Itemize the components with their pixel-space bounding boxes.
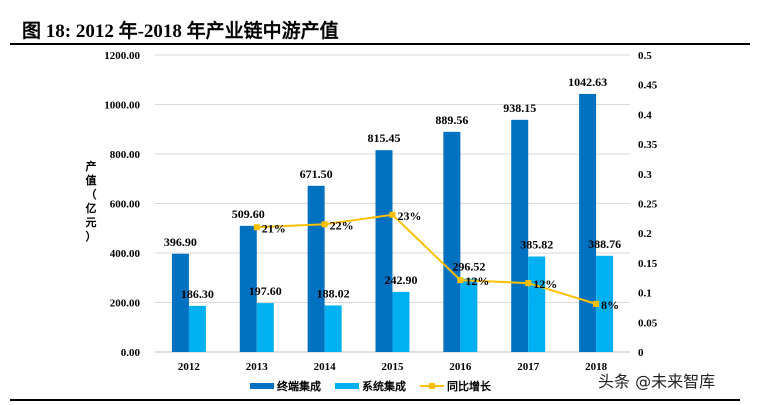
data-label: 197.60	[249, 284, 282, 298]
y-tick-label: 800.00	[110, 149, 141, 161]
data-label: 1042.63	[568, 75, 607, 89]
title-divider	[10, 43, 750, 45]
x-tick-label: 2017	[517, 361, 540, 373]
x-tick-label: 2015	[382, 361, 405, 373]
data-label: 889.56	[435, 113, 468, 127]
watermark: 头条 @未来智库	[598, 372, 716, 391]
bar-terminal-integration	[239, 225, 257, 352]
y2-tick-label: 0.3	[638, 169, 652, 181]
growth-label: 21%	[262, 221, 286, 235]
bar-system-integration	[256, 303, 274, 352]
x-tick-label: 2018	[585, 361, 608, 373]
bar-system-integration	[324, 305, 342, 352]
y2-tick-label: 0.4	[638, 109, 652, 121]
data-label: 671.50	[300, 167, 333, 181]
legend-label: 终端集成	[277, 379, 321, 393]
bar-terminal-integration	[375, 150, 393, 352]
bar-system-integration	[188, 305, 206, 352]
growth-label: 23%	[398, 209, 422, 223]
y-tick-label: 600.00	[110, 199, 141, 211]
legend-swatch	[335, 383, 359, 389]
data-label: 242.90	[385, 273, 418, 287]
bar-terminal-integration	[579, 93, 597, 353]
growth-point	[593, 300, 600, 307]
x-tick-label: 2014	[314, 361, 337, 373]
legend-label: 同比增长	[447, 379, 492, 393]
y2-tick-label: 0.45	[638, 80, 658, 92]
data-label: 186.30	[181, 287, 214, 301]
x-tick-label: 2013	[246, 361, 269, 373]
bar-terminal-integration	[511, 119, 529, 352]
y2-tick-label: 0.5	[638, 50, 652, 62]
y2-tick-label: 0.15	[638, 258, 658, 270]
data-label: 385.82	[520, 238, 553, 252]
figure-title: 图 18: 2012 年-2018 年产业链中游产值	[22, 21, 339, 42]
legend-marker	[429, 383, 435, 389]
growth-point	[457, 277, 464, 284]
bar-terminal-integration	[443, 131, 461, 352]
y-tick-label: 1000.00	[104, 100, 140, 112]
y2-tick-label: 0.25	[638, 199, 658, 211]
bar-terminal-integration	[307, 185, 325, 352]
data-label: 188.02	[317, 286, 350, 300]
bar-system-integration	[460, 278, 478, 352]
growth-point	[253, 224, 260, 231]
legend-swatch	[250, 383, 274, 389]
legend-label: 系统集成	[362, 379, 406, 393]
data-label: 815.45	[368, 131, 401, 145]
growth-label: 12%	[533, 277, 557, 291]
bar-terminal-integration	[171, 253, 189, 352]
data-label: 296.52	[452, 260, 485, 274]
growth-point	[525, 280, 532, 287]
x-tick-label: 2016	[449, 361, 472, 373]
y-tick-label: 200.00	[110, 298, 141, 310]
x-tick-label: 2012	[178, 361, 201, 373]
bar-system-integration	[528, 256, 546, 352]
y2-tick-label: 0.2	[638, 228, 652, 240]
data-label: 388.76	[588, 237, 621, 251]
y2-tick-label: 0.05	[638, 317, 658, 329]
data-label: 509.60	[232, 207, 265, 221]
y2-tick-label: 0.35	[638, 139, 658, 151]
y2-tick-label: 0	[638, 347, 644, 359]
bar-system-integration	[596, 255, 614, 352]
data-label: 938.15	[503, 101, 536, 115]
growth-point	[389, 211, 396, 218]
bottom-divider	[10, 399, 740, 401]
y-tick-label: 0.00	[121, 347, 141, 359]
y-tick-label: 1200.00	[104, 50, 140, 62]
y-tick-label: 400.00	[110, 248, 141, 260]
data-label: 396.90	[164, 235, 197, 249]
growth-line	[256, 213, 597, 305]
y-axis-label: 产值（亿元）	[85, 161, 97, 243]
y2-tick-label: 0.1	[638, 288, 652, 300]
growth-label: 8%	[601, 298, 619, 312]
growth-label: 22%	[330, 218, 354, 232]
growth-point	[321, 221, 328, 228]
growth-label: 12%	[465, 274, 489, 288]
bar-system-integration	[392, 291, 410, 352]
